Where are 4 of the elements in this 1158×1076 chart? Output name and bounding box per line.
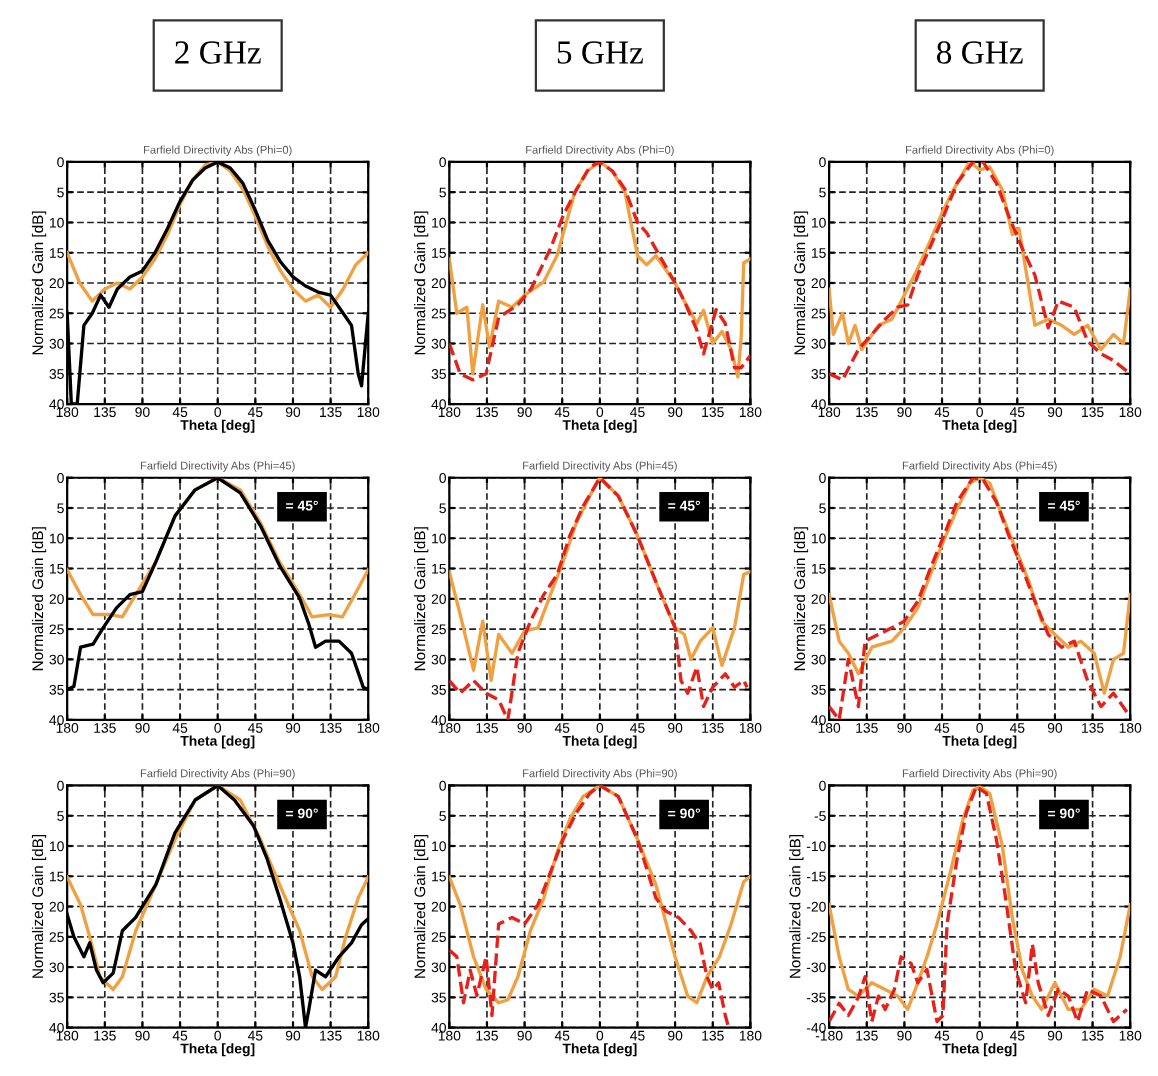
chart-subtitle: 8 GHz <box>936 41 1023 64</box>
chart-subtitle: 5 GHz <box>557 41 643 64</box>
line-series <box>449 477 749 720</box>
chart-subtitle: 2 GHz <box>175 41 261 64</box>
